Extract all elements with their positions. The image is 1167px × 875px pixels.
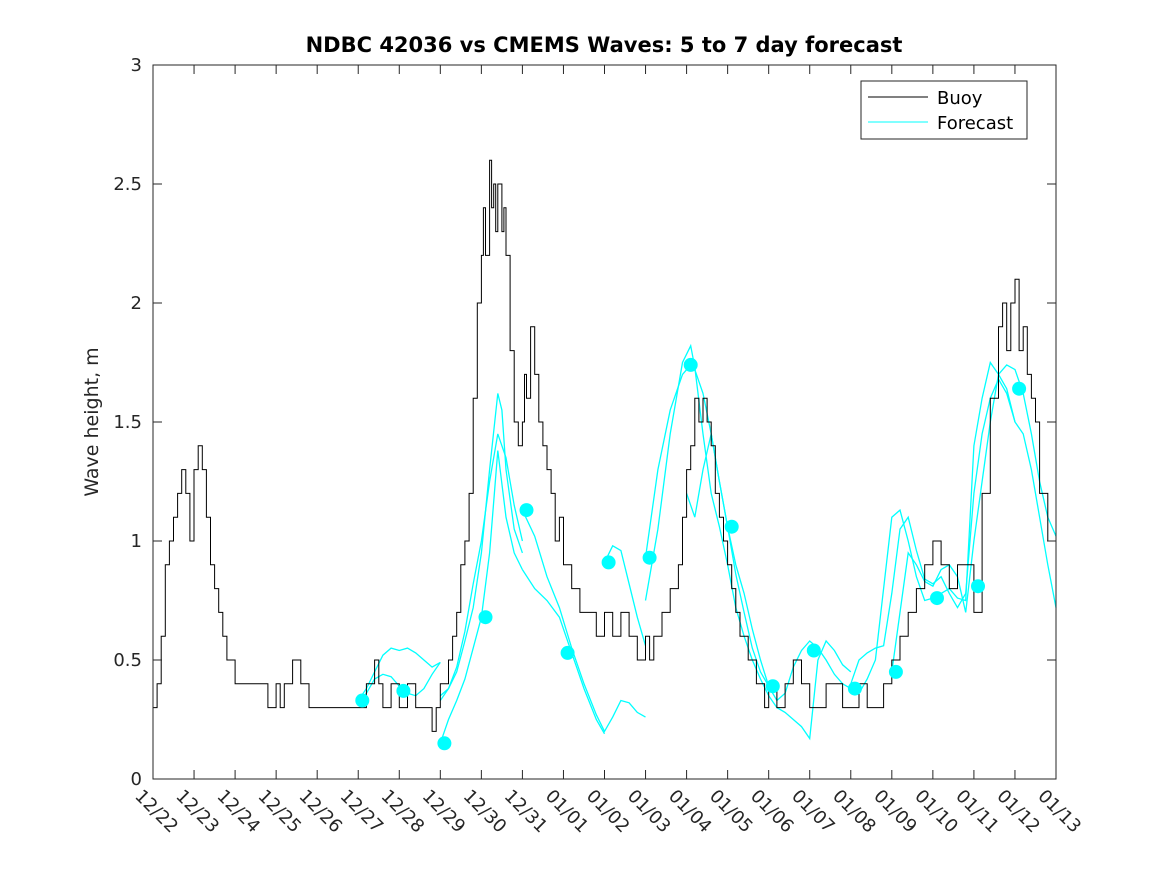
- forecast-marker: [396, 683, 411, 698]
- legend-box: [860, 80, 1028, 140]
- forecast-line-5: [521, 509, 646, 733]
- y-tick-label: 2: [131, 293, 142, 314]
- forecast-marker: [601, 555, 616, 570]
- forecast-marker: [971, 579, 985, 594]
- y-tick-label: 1: [131, 531, 142, 552]
- forecast-marker: [1012, 381, 1027, 396]
- plot-layer: [153, 159, 1057, 751]
- forecast-line-1: [357, 647, 441, 701]
- forecast-marker: [560, 645, 575, 660]
- forecast-marker: [724, 519, 739, 534]
- forecast-line-6: [521, 569, 606, 735]
- forecast-marker: [847, 681, 862, 696]
- legend-buoy-label: Buoy: [937, 88, 983, 109]
- forecast-marker: [642, 550, 657, 565]
- forecast-marker: [765, 679, 780, 694]
- y-axis-label: Wave height, m: [81, 347, 103, 496]
- forecast-line-7: [603, 544, 647, 646]
- forecast-marker: [683, 357, 698, 372]
- forecast-marker: [437, 736, 452, 751]
- forecast-marker: [888, 664, 903, 679]
- forecast-marker: [519, 503, 534, 518]
- legend-forecast-label: Forecast: [937, 113, 1013, 134]
- forecast-marker: [355, 693, 370, 708]
- chart-title: NDBC 42036 vs CMEMS Waves: 5 to 7 day fo…: [306, 33, 903, 57]
- forecast-line-12: [850, 377, 1016, 685]
- forecast-marker: [478, 610, 493, 625]
- legend: Buoy Forecast: [860, 80, 1028, 140]
- forecast-line-4: [439, 433, 524, 701]
- plot-area: [153, 65, 1056, 779]
- forecast-marker: [806, 643, 821, 658]
- y-tick-label: 3: [131, 55, 142, 76]
- y-tick-label: 1.5: [113, 412, 142, 433]
- forecast-line-11: [850, 360, 1057, 695]
- y-tick-label: 0.5: [113, 650, 142, 671]
- y-tick-label: 0: [131, 769, 142, 790]
- forecast-marker: [930, 591, 944, 606]
- y-tick-label: 2.5: [113, 174, 142, 195]
- forecast-line-13: [891, 364, 1057, 672]
